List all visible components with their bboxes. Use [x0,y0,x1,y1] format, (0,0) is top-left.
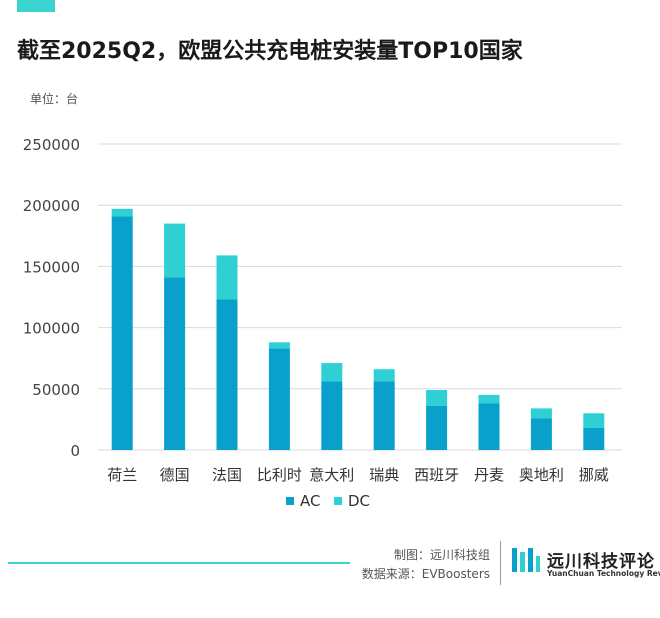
bar-ac [373,381,395,450]
stacked-bar-chart: 0 50000 100000 150000 200000 250000 荷兰 德国 法国 比利时意… [23,136,622,510]
bar-ac [478,403,500,450]
chart-title: 截至2025Q2，欧盟公共充电桩安装量TOP10国家 [17,39,523,64]
bar-dc [321,363,343,382]
bar-ac [216,299,238,450]
bar-dc [216,255,238,300]
bar-dc [583,413,605,428]
bottom-accent-line [8,562,350,564]
y-tick-label: 150000 [23,258,80,276]
legend-swatch-dc [334,497,342,505]
y-tick-label: 250000 [23,136,80,154]
y-tick-label: 50000 [32,381,80,399]
bar-dc [478,394,500,404]
x-tick-label: 比利时 [257,466,302,484]
y-tick-label: 0 [70,442,80,460]
bar-ac [583,427,605,450]
brand-name-en: YuanChuan Technology Review [547,569,660,578]
bar-ac [268,348,290,450]
bar-dc [268,342,290,349]
x-tick-label: 德国 [160,466,190,484]
x-tick-label: 荷兰 [107,466,137,484]
x-tick-label: 丹麦 [474,466,504,484]
data-source: 数据来源：EVBoosters [361,567,490,581]
legend-label-ac: AC [300,492,320,510]
bar-ac [426,405,448,450]
y-tick-label: 100000 [23,320,80,338]
y-tick-label: 200000 [23,197,80,215]
footer-divider [500,541,501,585]
bar-ac [530,418,552,450]
x-tick-label: 意大利 [309,466,354,484]
x-tick-label: 法国 [212,466,242,484]
bar-dc [111,208,133,217]
brand-name-cn: 远川科技评论 [547,552,655,572]
brand-logo-icon [512,548,540,572]
chart-credit: 制图：远川科技组 [393,548,490,562]
bar-dc [530,408,552,419]
legend-swatch-ac [286,497,294,505]
bar-dc [373,369,395,382]
bar-dc [426,390,448,406]
x-tick-label: 挪威 [579,466,609,484]
bar-ac [321,381,343,450]
bar-ac [111,216,133,450]
x-tick-label: 西班牙 [414,466,459,484]
x-tick-label: 奥地利 [519,466,564,484]
unit-label: 单位：台 [30,92,79,106]
x-tick-label: 瑞典 [369,466,399,484]
bar-ac [164,277,186,450]
legend-label-dc: DC [348,492,370,510]
top-accent-bar [17,0,55,12]
bar-dc [164,223,186,278]
